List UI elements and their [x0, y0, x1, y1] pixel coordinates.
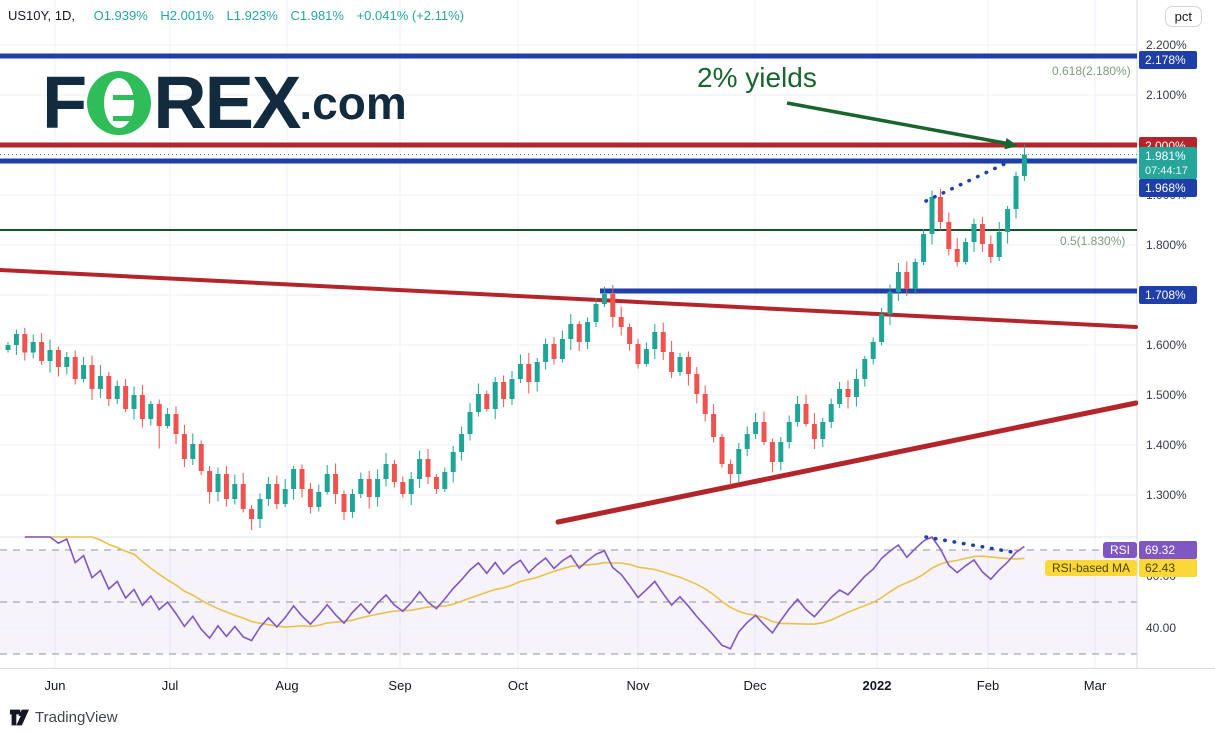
time-tick-label: Jun: [44, 678, 66, 693]
time-axis[interactable]: Jun Jul Aug Sep Oct Nov Dec 2022 Feb Mar: [0, 668, 1215, 700]
two-percent-yields-annotation: 2% yields: [697, 62, 817, 93]
time-tick-label: Jul: [161, 678, 179, 693]
price-axis[interactable]: 2.200%2.100%1.900%1.800%1.600%1.500%1.40…: [1138, 0, 1215, 668]
level-price-badge: 1.968%: [1139, 179, 1197, 197]
fib-05-label: 0.5(1.830%): [1060, 234, 1126, 248]
price-tick-label: 2.100%: [1146, 88, 1187, 102]
symbol-title[interactable]: US10Y, 1D,: [8, 8, 75, 23]
symbol-legend[interactable]: US10Y, 1D, O1.939% H2.001% L1.923% C1.98…: [8, 8, 464, 23]
time-tick-label: Mar: [1083, 678, 1107, 693]
level-price-badge: 2.178%: [1139, 51, 1197, 69]
price-tick-label: 2.200%: [1146, 38, 1187, 52]
footer-bar: TradingView: [0, 700, 1215, 734]
forex-logo-rex: REX: [153, 61, 301, 144]
tradingview-logo-link[interactable]: TradingView: [10, 709, 118, 726]
time-tick-label: Feb: [976, 678, 1000, 693]
ohlc-close: C1.981%: [290, 8, 344, 23]
price-unit-button[interactable]: pct: [1164, 6, 1202, 27]
ohlc-open: O1.939%: [93, 8, 148, 23]
ohlc-change: +0.041% (+2.11%): [356, 8, 465, 23]
ohlc-low: L1.923%: [226, 8, 278, 23]
forex-logo-f: F: [42, 61, 87, 144]
rsi-name-badge: RSI: [1102, 542, 1137, 558]
time-tick-label: 2022: [862, 678, 892, 693]
fib-0618-label: 0.618(2.180%): [1052, 64, 1131, 78]
rsi-ma-name-badge: RSI-based MA: [1044, 560, 1137, 576]
price-tick-label: 1.600%: [1146, 338, 1187, 352]
time-tick-label: Nov: [626, 678, 650, 693]
time-tick-label: Aug: [275, 678, 299, 693]
time-tick-label: Dec: [743, 678, 767, 693]
forex-logo-coin-icon: [87, 71, 152, 135]
price-tick-label: 1.400%: [1146, 438, 1187, 452]
current-price-badge: 1.981% 07:44:17: [1139, 147, 1197, 179]
time-tick-label: Oct: [507, 678, 529, 693]
price-tick-label: 1.300%: [1146, 488, 1187, 502]
tradingview-brand-text: TradingView: [35, 708, 118, 726]
level-price-badge: 1.708%: [1139, 286, 1197, 304]
price-tick-label: 1.800%: [1146, 238, 1187, 252]
price-tick-label: 1.500%: [1146, 388, 1187, 402]
tradingview-icon: [10, 709, 29, 725]
rsi-tick-label: 40.00: [1146, 621, 1177, 635]
rsi-value-badge: 69.32: [1139, 541, 1197, 559]
ohlc-high: H2.001%: [160, 8, 214, 23]
time-tick-label: Sep: [388, 678, 412, 693]
forex-com-watermark-logo: F REX .com: [42, 66, 407, 140]
forex-logo-dotcom: .com: [299, 77, 407, 129]
rsi-ma-value-badge: 62.43: [1139, 559, 1197, 577]
